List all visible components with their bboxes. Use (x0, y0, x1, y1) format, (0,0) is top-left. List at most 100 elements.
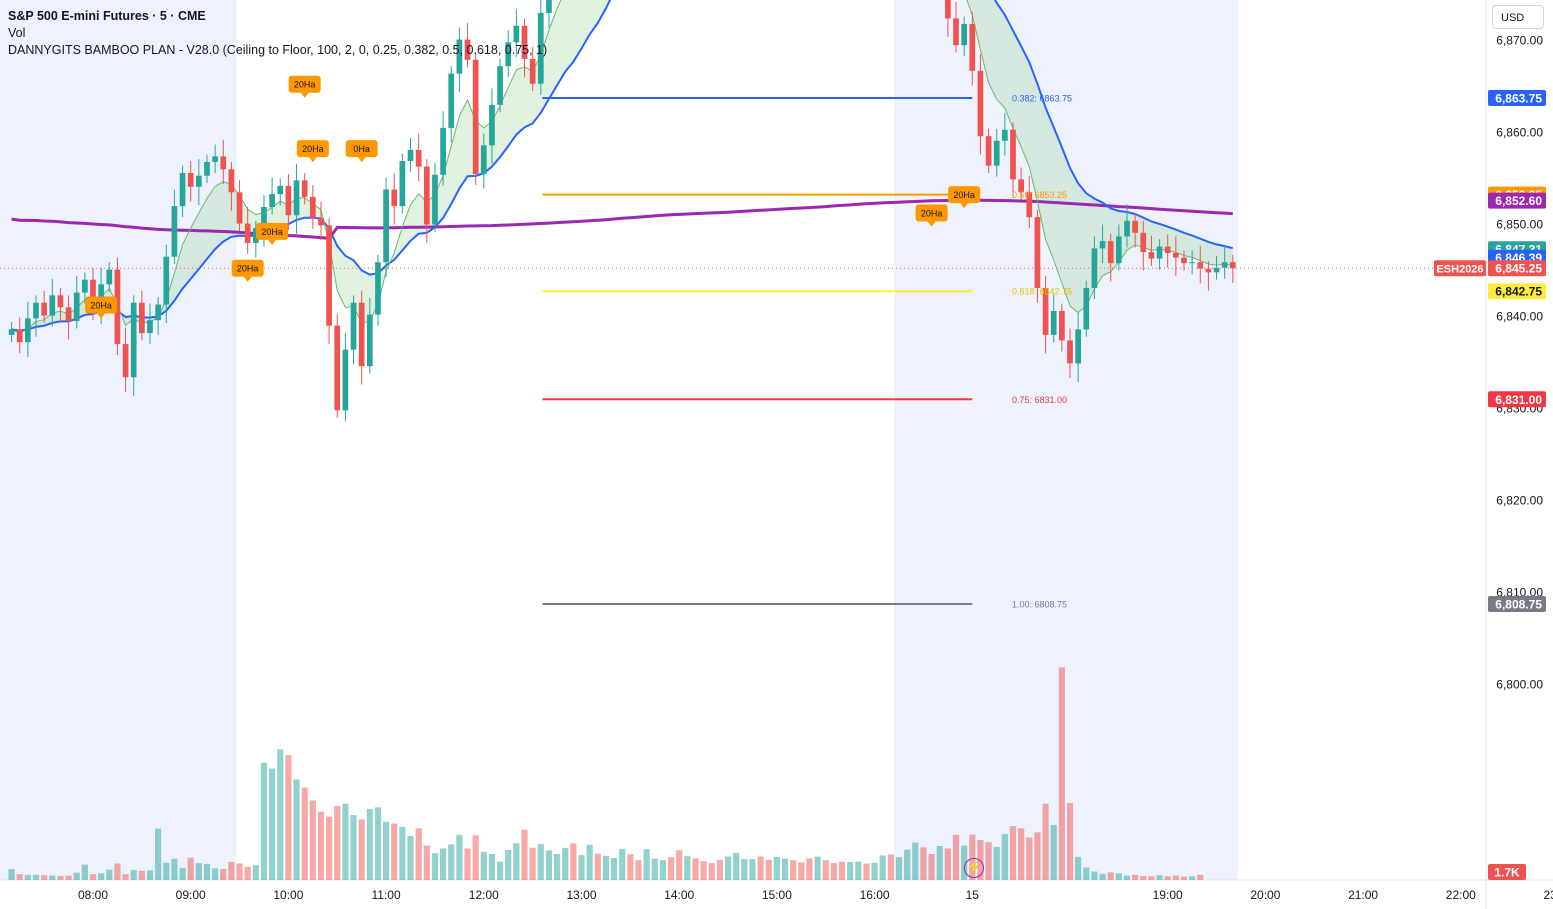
volume-bar (81, 864, 88, 880)
volume-bar (122, 874, 129, 880)
volume-bar (1009, 826, 1017, 880)
candle-body (985, 136, 992, 166)
candle-body (57, 295, 64, 308)
candle-body (448, 73, 455, 128)
volume-bar (16, 874, 23, 880)
indicator-legend[interactable]: DANNYGITS BAMBOO PLAN - V28.0 (Ceiling t… (8, 43, 548, 57)
volume-bar (212, 868, 219, 880)
volume-bar (586, 844, 593, 880)
volume-bar (594, 853, 601, 880)
volume-legend[interactable]: Vol (8, 26, 26, 40)
signal-marker (915, 204, 948, 222)
lightning-icon[interactable]: ⚡ (964, 858, 984, 878)
x-tick-label: 16:00 (860, 888, 890, 902)
volume-bar (383, 821, 390, 880)
postmarket-background (894, 0, 1238, 880)
volume-bar (912, 842, 919, 880)
volume-bar (619, 848, 626, 880)
candle-body (546, 0, 552, 13)
candle-body (318, 218, 324, 226)
candle-body (1172, 253, 1179, 258)
signal-marker (85, 296, 118, 314)
currency-button[interactable]: USD (1492, 5, 1544, 29)
volume-bar (781, 858, 789, 880)
volume-bar (993, 847, 1000, 880)
volume-bar (749, 859, 756, 880)
signal-marker-pointer (243, 276, 252, 282)
volume-bar (65, 875, 72, 880)
volume-bar (814, 856, 821, 880)
x-tick-label: 09:00 (176, 888, 206, 902)
candle-body (391, 189, 398, 207)
fib-level-label: 0.618: 6842.75 (1012, 287, 1072, 297)
volume-bar (260, 762, 268, 880)
x-tick-label: 19:00 (1153, 888, 1183, 902)
volume-bar (317, 811, 325, 880)
fib-level-label: 0.382: 6863.75 (1012, 94, 1072, 104)
price-tag-text: 6,852.60 (1495, 194, 1542, 208)
volume-bar (334, 805, 341, 880)
candle-body (383, 189, 389, 263)
signal-marker (256, 222, 289, 240)
candle-body (139, 302, 145, 334)
price-tag (1488, 260, 1546, 277)
candle-body (489, 104, 495, 146)
volume-bar (456, 834, 463, 880)
signal-marker-text: 20Ha (261, 227, 283, 237)
candle-body (220, 156, 227, 170)
candle-body (212, 156, 218, 162)
signal-marker (231, 259, 264, 277)
price-tag (1488, 192, 1546, 209)
volume-bar (448, 844, 455, 880)
signal-marker-pointer (268, 239, 277, 245)
candle-body (480, 145, 487, 174)
candle-body (41, 302, 47, 316)
premarket-background (0, 0, 237, 880)
volume-bar (187, 857, 194, 880)
x-tick-label: 15:00 (762, 888, 792, 902)
candle-body (1010, 129, 1016, 180)
volume-bar (301, 787, 308, 880)
signal-marker-text: 20Ha (90, 301, 112, 311)
candle-body (423, 166, 430, 225)
volume-bar (1123, 875, 1131, 880)
volume-bar (89, 874, 97, 880)
volume-tag-text: 1.7K (1494, 866, 1520, 880)
y-tick-label: 6,860.00 (1496, 126, 1543, 140)
volume-bar (220, 869, 227, 880)
candle-body (244, 223, 251, 243)
symbol-tag-text: ESH2026 (1436, 264, 1483, 276)
signal-marker (296, 140, 329, 158)
candle-body (228, 169, 235, 193)
candle-body (961, 23, 968, 46)
green-ema-line (11, 0, 1233, 334)
volume-bar (1091, 871, 1098, 880)
volume-bar (391, 823, 398, 880)
signal-marker-pointer (357, 157, 366, 163)
symbol-title[interactable]: S&P 500 E-mini Futures · 5 · CME (8, 9, 206, 23)
volume-bar (741, 859, 748, 880)
volume-bar (570, 843, 577, 880)
y-tick-label: 6,840.00 (1496, 310, 1543, 324)
volume-bar (952, 834, 960, 880)
signal-marker-pointer (960, 203, 969, 209)
volume-bar (1115, 873, 1122, 880)
candle-body (1156, 246, 1163, 259)
candle-body (1205, 268, 1212, 273)
volume-bar (724, 856, 732, 880)
volume-bar (505, 849, 512, 880)
signal-marker-pointer (308, 157, 317, 163)
volume-bar (643, 849, 650, 880)
volume-bar (920, 847, 927, 880)
volume-bar (244, 866, 251, 880)
candle-body (440, 127, 446, 175)
y-tick-label: 6,800.00 (1496, 678, 1543, 692)
volume-bar (1180, 876, 1188, 880)
candle-body (285, 185, 292, 216)
volume-bar (562, 848, 569, 880)
volume-bar (757, 856, 764, 880)
signal-marker (948, 186, 981, 204)
candle-body (1026, 192, 1033, 218)
volume-bar (1197, 874, 1204, 880)
